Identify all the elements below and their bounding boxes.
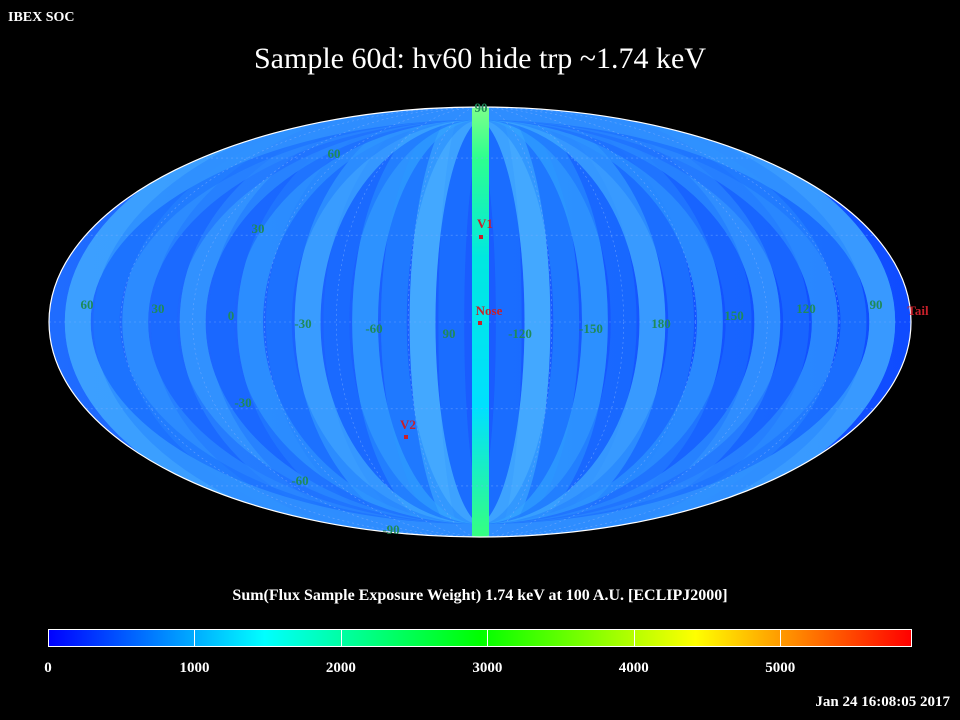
colorbar-tick [633,630,635,646]
graticule-label: -30 [294,316,311,331]
graticule-label: 180 [651,316,671,331]
colorbar-tick-label: 1000 [179,660,210,676]
marker-tail-label: Tail [907,303,929,318]
graticule-label: 90 [870,297,883,312]
colorbar-tick [487,630,489,646]
plot-title: Sample 60d: hv60 hide trp ~1.74 keV [253,42,706,75]
colorbar-tick-label: 2000 [325,660,356,676]
marker-v2-point [404,435,408,439]
colorbar-tick-label: 3000 [472,660,503,676]
map-fill [49,107,911,537]
graticule-label: 150 [724,308,744,323]
graticule-label: -150 [579,321,603,336]
graticule-label: -60 [291,473,308,488]
graticule-label: 90 [443,326,456,341]
map-outline [48,106,912,538]
graticule-label: 60 [81,297,94,312]
graticule-label: -90 [382,522,399,537]
marker-v2-label: V2 [400,417,416,432]
marker-nose-point [478,321,482,325]
colorbar-tick-label: 5000 [765,660,796,676]
colorbar-tick [780,630,782,646]
colorbar-tick-label: 0 [44,660,52,676]
graticule-label: -30 [234,395,251,410]
marker-nose-label: Nose [476,303,503,318]
colorbar-tick [194,630,196,646]
graticule-label: 90 [475,100,488,115]
graticule-label: 120 [796,301,816,316]
graticule-label: 30 [252,221,265,236]
graticule-label: -120 [508,326,532,341]
timestamp: Jan 24 16:08:05 2017 [815,694,950,710]
marker-v1-point [479,235,483,239]
sky-map: 60 30 0 -30 -60 90 -90 60 30 -30 -60 90 -120 -150 180 1… [48,100,929,538]
marker-v1-label: V1 [477,216,493,231]
colorbar-tick [340,630,342,646]
graticule-label: 30 [152,301,165,316]
colorbar-title: Sum(Flux Sample Exposure Weight) 1.74 ke… [232,587,728,604]
app-label: IBEX SOC [8,10,75,25]
colorbar-tick-label: 4000 [618,660,649,676]
colorbar [48,629,912,647]
graticule-label: 60 [328,146,341,161]
graticule-label: 0 [228,308,235,323]
graticule-label: -60 [365,321,382,336]
